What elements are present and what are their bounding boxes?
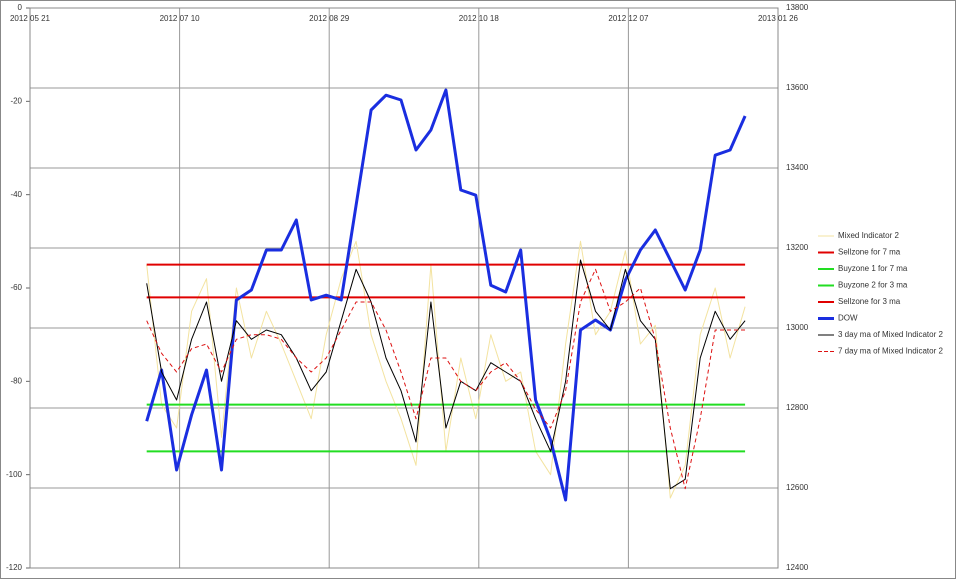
x-tick-label: 2012 12 07 (608, 14, 649, 23)
y-tick-label: 0 (18, 3, 23, 12)
y2-tick-label: 12400 (786, 563, 809, 572)
legend-label: Buyzone 1 for 7 ma (838, 264, 908, 273)
series-line (146, 268, 746, 490)
y-tick-label: -120 (6, 563, 23, 572)
legend-label: Sellzone for 3 ma (838, 297, 901, 306)
y2-tick-label: 13600 (786, 83, 809, 92)
y-tick-label: -80 (10, 376, 22, 385)
x-tick-label: 2012 07 10 (160, 14, 201, 23)
legend-label: Buyzone 2 for 3 ma (838, 281, 908, 290)
legend-label: 3 day ma of Mixed Indicator 2 (838, 330, 943, 339)
y2-tick-label: 13200 (786, 243, 809, 252)
y-tick-label: -100 (6, 470, 23, 479)
y2-tick-label: 12800 (786, 403, 809, 412)
legend-label: Mixed Indicator 2 (838, 231, 899, 240)
y-tick-label: -60 (10, 283, 22, 292)
legend-label: Sellzone for 7 ma (838, 248, 901, 257)
y2-tick-label: 12600 (786, 483, 809, 492)
legend-label: 7 day ma of Mixed Indicator 2 (838, 347, 943, 356)
x-tick-label: 2012 08 29 (309, 14, 350, 23)
x-tick-label: 2012 10 18 (459, 14, 500, 23)
series-line (145, 88, 747, 502)
series-line (146, 259, 746, 490)
y-tick-label: -20 (10, 96, 22, 105)
y2-tick-label: 13800 (786, 3, 809, 12)
y2-tick-label: 13400 (786, 163, 809, 172)
legend-label: DOW (838, 314, 858, 323)
y-tick-label: -40 (10, 190, 22, 199)
plot-frame (29, 7, 779, 569)
y2-tick-label: 13000 (786, 323, 809, 332)
